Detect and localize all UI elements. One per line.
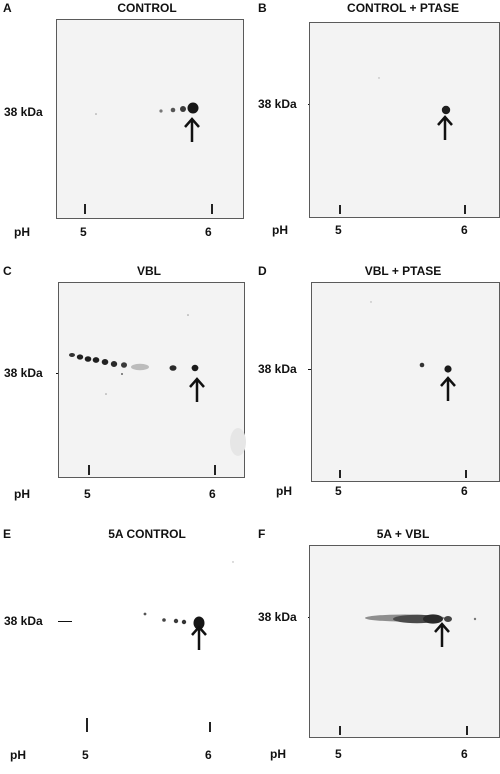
panel-title: VBL [137,264,161,278]
ph-axis-label: pH [276,484,292,498]
gel-blot [309,545,500,738]
panel-letter: B [258,1,267,15]
ph-tick-5 [339,205,341,214]
ph-tick-6 [214,465,216,475]
ph-tick-6 [209,722,211,732]
ph-tick-label-5: 5 [84,487,91,501]
ph-tick-label-5: 5 [335,223,342,237]
ph-tick-6 [465,470,467,478]
ph-axis-label: pH [14,487,30,501]
panel-title: VBL + PTASE [364,264,442,278]
protein-spots [69,314,246,456]
gel-blot [311,282,500,482]
panel-title: 5A + VBL [376,527,430,541]
panel-letter: E [3,527,12,541]
gel-blot [309,22,500,218]
panel-letter: C [3,264,12,278]
panel-letter: A [3,1,12,15]
gel-blot [56,19,244,219]
ph-tick-5 [339,470,341,478]
ph-tick-5 [86,718,88,732]
panel-letter: F [258,527,266,541]
ph-axis-label: pH [272,223,288,237]
ph-axis-label: pH [14,225,30,239]
ph-tick-label-6: 6 [209,487,216,501]
mw-marker-label: 38 kDa [258,610,297,624]
mw-marker-label: 38 kDa [4,366,43,380]
protein-spots [378,77,451,115]
panel-title: CONTROL + PTASE [347,1,459,15]
panel-title: CONTROL [117,1,177,15]
gel-blot [58,282,245,478]
ph-tick-5 [88,465,90,475]
ph-tick-label-6: 6 [461,747,468,761]
arrow-up-icon [189,377,205,402]
arrow-up-icon [437,115,453,140]
ph-tick-label-5: 5 [335,747,342,761]
ph-tick-label-6: 6 [205,748,212,762]
mw-marker-line [58,621,72,622]
ph-tick-5 [339,726,341,735]
ph-tick-label-5: 5 [335,484,342,498]
ph-tick-label-6: 6 [461,223,468,237]
ph-tick-6 [466,726,468,735]
ph-tick-6 [464,205,466,214]
mw-marker-label: 38 kDa [4,105,43,119]
arrow-up-icon [440,376,456,401]
ph-tick-6 [211,204,213,214]
ph-tick-label-5: 5 [80,225,87,239]
ph-tick-5 [84,204,86,214]
mw-marker-label: 38 kDa [258,362,297,376]
mw-marker-label: 38 kDa [4,614,43,628]
protein-spots [365,614,477,624]
ph-tick-label-6: 6 [205,225,212,239]
protein-spots [143,561,234,630]
arrow-up-icon [184,117,200,142]
ph-axis-label: pH [270,747,286,761]
ph-tick-label-6: 6 [461,484,468,498]
ph-axis-label: pH [10,748,26,762]
arrow-up-icon [191,625,207,650]
protein-spots [370,301,452,373]
panel-letter: D [258,264,267,278]
panel-title: 5A CONTROL [108,527,186,541]
arrow-up-icon [434,622,450,647]
ph-tick-label-5: 5 [82,748,89,762]
protein-spots [95,102,199,115]
mw-marker-label: 38 kDa [258,97,297,111]
